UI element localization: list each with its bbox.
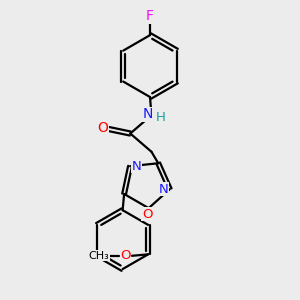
- Text: N: N: [143, 107, 153, 122]
- Text: CH₃: CH₃: [88, 251, 109, 261]
- Text: O: O: [142, 208, 152, 220]
- Text: N: N: [132, 160, 141, 173]
- Text: N: N: [159, 183, 169, 196]
- Text: O: O: [97, 121, 108, 135]
- Text: F: F: [146, 9, 154, 23]
- Text: O: O: [120, 249, 131, 262]
- Text: H: H: [155, 111, 165, 124]
